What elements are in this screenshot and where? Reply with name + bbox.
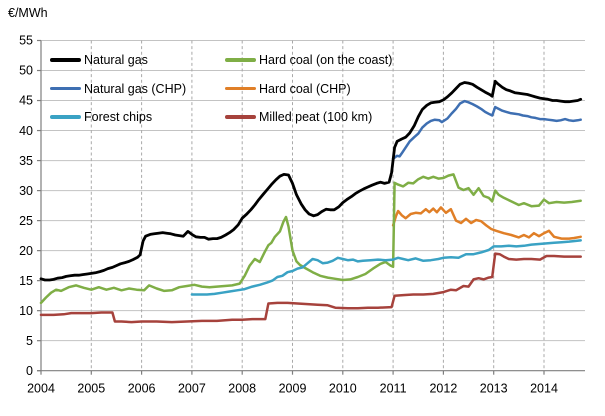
x-axis-tick-label: 2011 — [380, 382, 407, 396]
legend-swatch-milled-peat — [225, 115, 256, 119]
x-axis-tick-label: 2009 — [279, 382, 307, 396]
y-axis-tick-label: 35 — [19, 154, 33, 168]
legend-swatch-natural-gas-chp — [50, 86, 81, 91]
x-axis-tick-label: 2012 — [429, 382, 457, 396]
legend-label-hard-coal-chp: Hard coal (CHP) — [259, 81, 351, 96]
x-axis-tick-label: 2006 — [128, 382, 156, 396]
legend-swatch-hard-coal-coast — [225, 58, 256, 62]
y-axis-tick-label: 45 — [19, 94, 33, 108]
y-axis-tick-label: 0 — [26, 364, 33, 378]
y-axis-tick-label: 25 — [19, 214, 33, 228]
legend-label-hard-coal-coast: Hard coal (on the coast) — [259, 53, 393, 67]
y-axis-tick-label: 40 — [19, 124, 33, 138]
legend-label-natural-gas-chp: Natural gas (CHP) — [84, 81, 187, 96]
x-axis-tick-label: 2008 — [228, 382, 256, 396]
legend-item-milled-peat: Milled peat (100 km) — [225, 108, 372, 126]
x-axis-tick-label: 2014 — [530, 382, 558, 396]
legend-item-hard-coal-chp: Hard coal (CHP) — [225, 80, 351, 98]
legend-swatch-natural-gas — [50, 58, 81, 62]
series-line-natural-gas — [39, 79, 583, 282]
legend-label-forest-chips: Forest chips — [84, 110, 153, 124]
x-axis-tick-label: 2004 — [27, 382, 55, 396]
series-line-hard-coal-chp — [391, 206, 582, 240]
legend-item-natural-gas-chp: Natural gas (CHP) — [50, 80, 186, 98]
legend-item-hard-coal-coast: Hard coal (on the coast) — [225, 51, 392, 69]
series-line-milled-peat — [39, 252, 582, 324]
y-axis-tick-label: 10 — [19, 304, 33, 318]
y-axis-tick-label: 15 — [19, 274, 33, 288]
series-line-forest-chips — [190, 239, 582, 296]
y-axis-tick-label: 20 — [19, 244, 33, 258]
legend-swatch-hard-coal-chp — [225, 86, 256, 91]
y-axis-tick-label: 30 — [19, 184, 33, 198]
y-axis-unit-label: €/MWh — [8, 6, 48, 20]
x-axis-tick-label: 2010 — [329, 382, 357, 396]
series-line-natural-gas-chp — [391, 99, 582, 161]
legend-swatch-forest-chips — [50, 115, 81, 119]
x-axis-tick-label: 2007 — [178, 382, 206, 396]
legend-label-milled-peat: Milled peat (100 km) — [259, 110, 373, 124]
y-axis-tick-label: 50 — [19, 64, 33, 78]
y-axis-tick-label: 5 — [26, 334, 33, 348]
y-axis-tick-label: 55 — [19, 34, 33, 48]
legend-label-natural-gas: Natural gas — [84, 53, 148, 67]
legend-item-natural-gas: Natural gas — [50, 51, 148, 69]
series-line-hard-coal-coast — [39, 173, 582, 305]
legend-item-forest-chips: Forest chips — [50, 108, 152, 126]
x-axis-tick-label: 2005 — [77, 382, 105, 396]
x-axis-tick-label: 2013 — [480, 382, 508, 396]
